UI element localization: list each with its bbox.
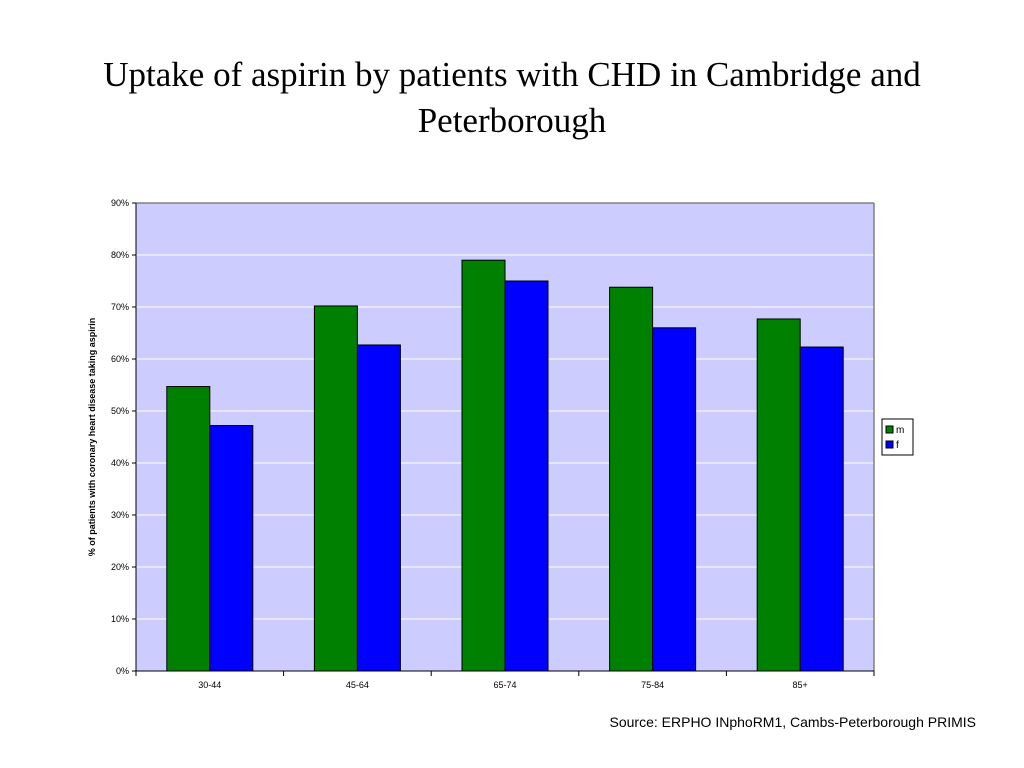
legend-label-f: f bbox=[896, 440, 899, 451]
bar-f-45-64 bbox=[356, 344, 401, 672]
tick-labels: 0% 10% 20% 30% 40% 50% 60% 70% 80% 90% 30-44 45-64 6… bbox=[111, 198, 875, 690]
legend-swatch-m bbox=[885, 425, 894, 434]
y-tick-label: 0% bbox=[116, 666, 129, 676]
y-tick-label: 70% bbox=[111, 302, 129, 312]
bars bbox=[166, 259, 844, 672]
legend-swatch-f bbox=[885, 440, 894, 449]
x-tick-label: 85+ bbox=[793, 680, 808, 690]
x-tick-label: 65-74 bbox=[493, 680, 516, 690]
legend: mf bbox=[881, 418, 914, 456]
y-tick-label: 80% bbox=[111, 250, 129, 260]
y-tick-label: 60% bbox=[111, 354, 129, 364]
bar-f-85+ bbox=[799, 346, 844, 672]
axes bbox=[135, 202, 875, 672]
y-tick-label: 40% bbox=[111, 458, 129, 468]
bar-f-30-44 bbox=[209, 425, 254, 672]
bar-m-65-74 bbox=[461, 259, 506, 672]
bar-m-85+ bbox=[756, 318, 801, 672]
bar-m-45-64 bbox=[313, 305, 358, 672]
y-tick-label: 50% bbox=[111, 406, 129, 416]
legend-label-m: m bbox=[896, 425, 904, 436]
x-tick-label: 75-84 bbox=[641, 680, 664, 690]
y-tick-label: 10% bbox=[111, 614, 129, 624]
bar-m-75-84 bbox=[609, 286, 654, 672]
x-tick-label: 30-44 bbox=[198, 680, 221, 690]
source-note: Source: ERPHO INphoRM1, Cambs-Peterborou… bbox=[609, 714, 976, 730]
legend-box bbox=[881, 418, 914, 456]
bar-f-75-84 bbox=[652, 327, 697, 672]
x-tick-label: 45-64 bbox=[346, 680, 369, 690]
y-axis-title: % of patients with coronary heart diseas… bbox=[87, 318, 97, 557]
y-tick-label: 20% bbox=[111, 562, 129, 572]
y-tick-label: 90% bbox=[111, 198, 129, 208]
bar-f-65-74 bbox=[504, 280, 549, 672]
bar-m-30-44 bbox=[166, 386, 211, 672]
y-tick-label: 30% bbox=[111, 510, 129, 520]
slide-title: Uptake of aspirin by patients with CHD i… bbox=[103, 55, 921, 140]
